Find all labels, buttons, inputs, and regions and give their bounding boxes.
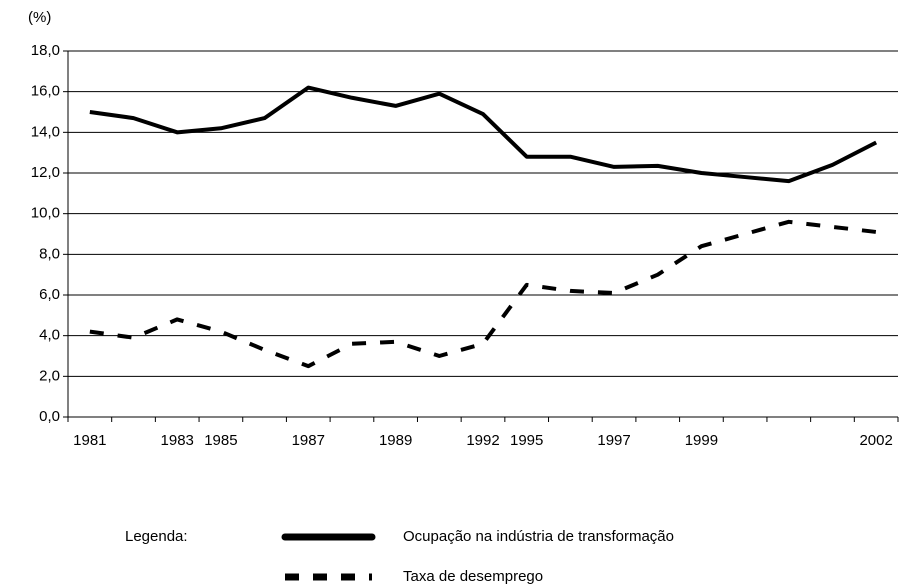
series-line (89, 85, 878, 184)
x-tick-label: 2002 (859, 432, 892, 449)
legend-label: Taxa de desemprego (403, 568, 543, 585)
y-tick-label: 4,0 (39, 327, 60, 344)
y-tick-label: 14,0 (31, 123, 60, 140)
y-tick-label: 12,0 (31, 164, 60, 181)
x-tick-label: 1981 (73, 432, 106, 449)
y-tick-label: 2,0 (39, 367, 60, 384)
y-tick-label: 6,0 (39, 286, 60, 303)
y-tick-label: 18,0 (31, 42, 60, 59)
x-tick-label: 1989 (379, 432, 412, 449)
y-tick-label: 16,0 (31, 83, 60, 100)
x-tick-label: 1999 (685, 432, 718, 449)
legend-label: Ocupação na indústria de transformação (403, 528, 674, 545)
x-tick-label: 1987 (292, 432, 325, 449)
x-tick-label: 1985 (204, 432, 237, 449)
x-tick-label: 1995 (510, 432, 543, 449)
y-tick-label: 0,0 (39, 408, 60, 425)
y-tick-label: 8,0 (39, 245, 60, 262)
series-line (89, 219, 877, 369)
x-tick-label: 1992 (466, 432, 499, 449)
x-tick-label: 1983 (161, 432, 194, 449)
x-tick-label: 1997 (597, 432, 630, 449)
y-tick-label: 10,0 (31, 205, 60, 222)
y-axis-label: (%) (28, 9, 51, 26)
legend-title: Legenda: (125, 528, 188, 545)
